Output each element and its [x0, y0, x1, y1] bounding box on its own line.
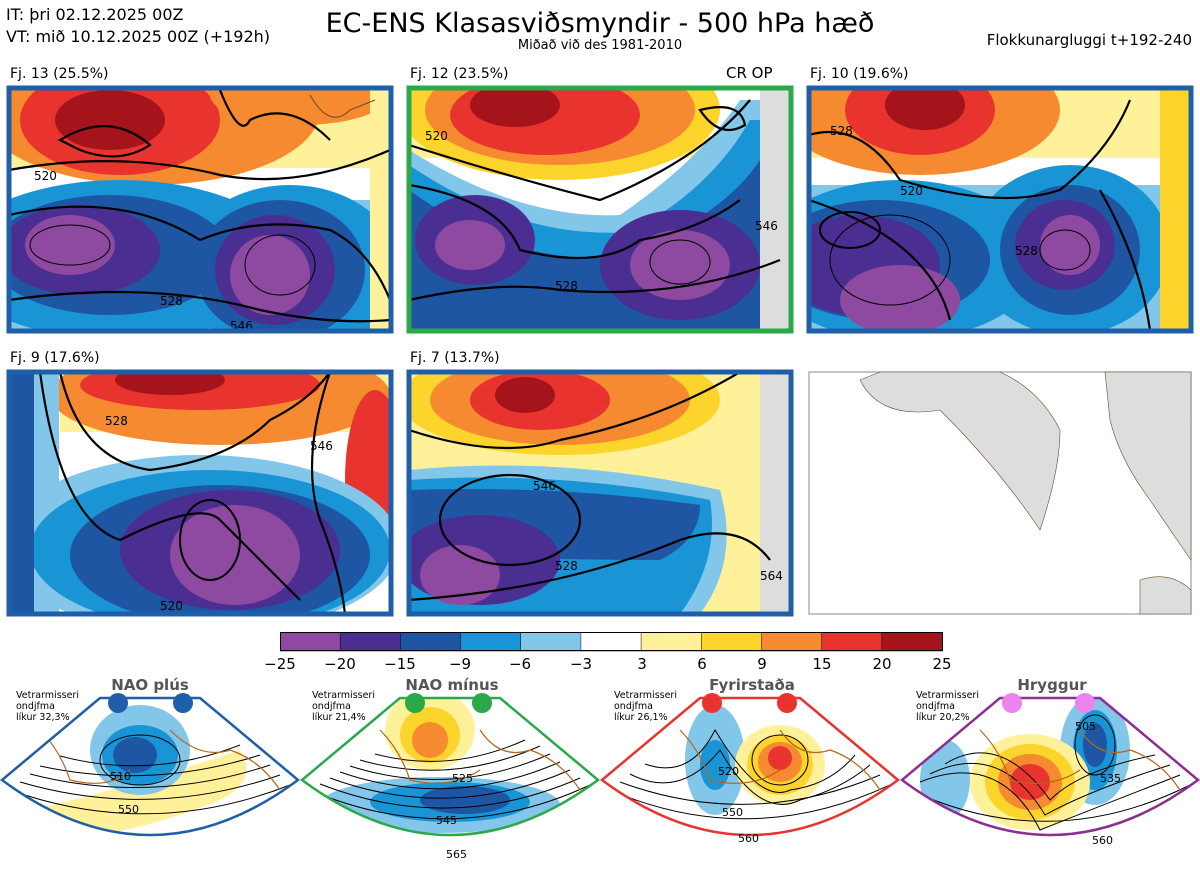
regime-3-title: Fyrirstaða — [709, 676, 795, 694]
page-subtitle: Miðað við des 1981-2010 — [517, 38, 683, 53]
colorbar-tick: 25 — [932, 655, 952, 673]
regime-3-marker — [702, 693, 722, 713]
regime-1-note: Vetrarmisseri ondjfma líkur 32,3% — [16, 690, 79, 723]
regime-3-marker — [777, 693, 797, 713]
regime-maps: 510 550 525 545 565 — [0, 693, 1200, 861]
colorbar — [280, 632, 943, 652]
panel-4-map: 528 520 546 — [9, 372, 391, 614]
header-times: IT: þri 02.12.2025 00Z VT: mið 10.12.202… — [6, 4, 270, 48]
colorbar-tick: 6 — [697, 655, 707, 673]
colorbar-tick: −9 — [448, 655, 472, 673]
panel-5-contour-label: 528 — [555, 559, 578, 573]
colorbar-tick: 15 — [812, 655, 832, 673]
panel-3-label: Fj. 10 (19.6%) — [810, 66, 909, 82]
regime-1-contour-label: 550 — [118, 803, 139, 816]
panel-1-contour-label: 546 — [230, 319, 253, 333]
panel-3-contour-label: 528 — [1015, 244, 1038, 258]
panel-3-frame — [806, 85, 1194, 334]
panel-1-frame — [6, 85, 394, 334]
regime-3-contour-label: 550 — [722, 806, 743, 819]
regime-1-contour-label: 510 — [110, 770, 131, 783]
colorbar-tick: −6 — [508, 655, 532, 673]
panel-1-label: Fj. 13 (25.5%) — [10, 66, 109, 82]
regime-4-contour-label: 560 — [1092, 834, 1113, 847]
panel-5-contour-label: 564 — [760, 569, 783, 583]
regime-4-title: Hryggur — [1017, 676, 1087, 694]
panel-3-contour-label: 520 — [900, 184, 923, 198]
panel-1-map: 520 528 546 — [9, 88, 391, 333]
panel-4-contour-label: 528 — [105, 414, 128, 428]
regime-4-frame — [899, 696, 1200, 837]
colorbar-tick: −15 — [384, 655, 416, 673]
regime-1-frame — [0, 696, 301, 837]
reference-map — [808, 371, 1192, 615]
regime-4-note: Vetrarmisseri ondjfma líkur 20,2% — [916, 690, 979, 723]
regime-2-title: NAO mínus — [405, 676, 499, 694]
regime-1-marker — [173, 693, 193, 713]
window-label: Flokkunargluggi t+192-240 — [986, 31, 1192, 49]
colorbar-swatch — [460, 632, 522, 652]
panel-4-frame — [6, 369, 394, 617]
colorbar-swatch — [580, 632, 642, 652]
cluster-maps: 520 528 546 520 528 546 — [6, 85, 1194, 617]
colorbar-tick: 3 — [637, 655, 647, 673]
panel-2-label: Fj. 12 (23.5%) — [410, 66, 509, 82]
regime-2-note: Vetrarmisseri ondjfma líkur 21,4% — [312, 690, 375, 723]
regime-2-frame — [299, 696, 601, 837]
colorbar-swatch — [821, 632, 883, 652]
panel-5-contour-label: 546 — [533, 479, 556, 493]
panel-4-label: Fj. 9 (17.6%) — [10, 350, 100, 366]
regime-3-frame — [599, 696, 901, 837]
colorbar-swatch — [701, 632, 763, 652]
regime-2-marker — [472, 693, 492, 713]
panel-2-map: 520 528 546 — [409, 88, 791, 331]
panel-5-map: 546 528 564 — [409, 372, 791, 614]
colorbar-swatch — [640, 632, 703, 652]
colorbar-tick: −25 — [264, 655, 296, 673]
panel-1-contour-label: 528 — [160, 294, 183, 308]
regime-4-contour-label: 535 — [1100, 772, 1121, 785]
regime-1-title: NAO plús — [111, 676, 189, 694]
panel-4-contour-label: 546 — [310, 439, 333, 453]
colorbar-swatch — [761, 632, 823, 652]
regime-2-contour-label: 525 — [452, 772, 473, 785]
init-time: IT: þri 02.12.2025 00Z — [6, 5, 184, 24]
regime-2-marker — [405, 693, 425, 713]
regime-4-marker — [1075, 693, 1095, 713]
panel-2-contour-label: 546 — [755, 219, 778, 233]
regime-3-contour-label: 520 — [718, 765, 739, 778]
regime-4-contour-label: 505 — [1075, 720, 1096, 733]
colorbar-tick: −3 — [569, 655, 593, 673]
regime-2-contour-label: 565 — [446, 848, 467, 861]
colorbar-swatch — [881, 632, 943, 652]
panel-3-map: 528 520 528 — [809, 88, 1191, 331]
panel-2-contour-label: 528 — [555, 279, 578, 293]
panel-2-contour-label: 520 — [425, 129, 448, 143]
panel-1-contour-label: 520 — [34, 169, 57, 183]
panel-2-marker: CR OP — [726, 64, 773, 82]
regime-3-contour-label: 560 — [738, 832, 759, 845]
regime-2-contour-label: 545 — [436, 814, 457, 827]
colorbar-tick: −20 — [324, 655, 356, 673]
regime-3-note: Vetrarmisseri ondjfma líkur 26,1% — [614, 690, 677, 723]
panel-5-frame — [406, 369, 794, 617]
panel-3-contour-label: 528 — [830, 124, 853, 138]
colorbar-swatch — [400, 632, 462, 652]
colorbar-tick: 20 — [872, 655, 892, 673]
colorbar-swatch — [339, 632, 402, 652]
page-title: EC-ENS Klasasviðsmyndir - 500 hPa hæð — [325, 8, 875, 39]
panel-4-contour-label: 520 — [160, 599, 183, 613]
regime-1-marker — [108, 693, 128, 713]
colorbar-tick: 9 — [757, 655, 767, 673]
regime-4-marker — [1002, 693, 1022, 713]
panel-2-frame — [406, 85, 794, 334]
colorbar-swatch — [520, 632, 582, 652]
valid-time: VT: mið 10.12.2025 00Z (+192h) — [6, 27, 271, 46]
panel-5-label: Fj. 7 (13.7%) — [410, 350, 500, 366]
colorbar-swatch — [280, 632, 341, 652]
